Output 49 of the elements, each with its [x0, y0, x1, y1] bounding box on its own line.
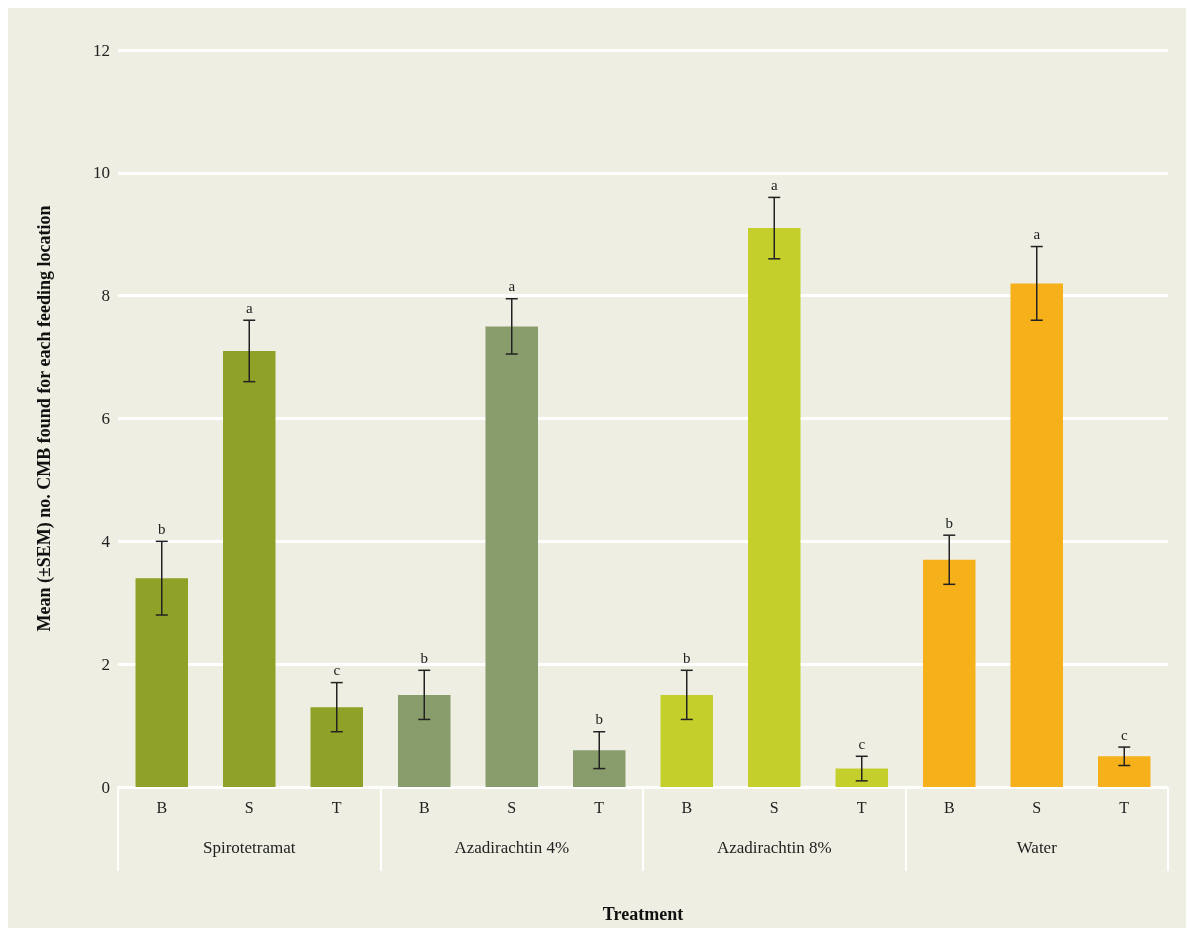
y-tick-label: 0 [101, 777, 110, 797]
text: Water [1016, 838, 1058, 857]
x-tick-label: B [418, 798, 430, 816]
bar [398, 694, 451, 787]
x-tick-label: S [507, 798, 517, 816]
text: Azadirachtin 8% [716, 838, 832, 857]
x-tick-label: S [244, 798, 254, 816]
bar [135, 578, 188, 787]
bar [660, 694, 713, 787]
data-label: c [1120, 726, 1128, 743]
bar [1098, 756, 1151, 787]
data-label: a [245, 299, 253, 316]
bar [748, 228, 801, 787]
x-tick-label: S [769, 798, 779, 816]
y-tick-label: 6 [101, 409, 110, 428]
y-tick-label: 4 [101, 531, 111, 551]
data-label: c [858, 735, 866, 752]
x-tick-label: S [1032, 798, 1042, 816]
y-tick-label: 12 [93, 40, 110, 60]
x-tick-label: T [1119, 798, 1130, 816]
data-label: b [595, 711, 603, 728]
data-label: b [683, 649, 691, 666]
x-tick-label: B [156, 798, 168, 816]
bar [573, 750, 626, 787]
x-tick-label: B [681, 798, 693, 816]
bar [310, 707, 363, 787]
x-tick-label: T [331, 798, 342, 816]
text: Azadirachtin 4% [454, 838, 570, 857]
x-tick-label: B [943, 798, 955, 816]
data-label: b [420, 649, 428, 666]
bar [223, 350, 276, 787]
data-label: a [770, 176, 778, 193]
y-tick-label: 2 [101, 654, 110, 674]
x-tick-label: T [856, 798, 867, 816]
data-label: a [1033, 226, 1041, 243]
y-axis-title: Mean (±SEM) no. CMB found for each feeding location [34, 205, 55, 632]
bar [485, 326, 538, 787]
data-label: b [945, 514, 953, 531]
data-label: a [508, 278, 516, 295]
x-axis-title: Treatment [602, 904, 684, 924]
bar [1010, 283, 1063, 787]
x-tick-label: T [594, 798, 605, 816]
data-label: b [158, 520, 166, 537]
bar [923, 559, 976, 787]
y-tick-label: 8 [101, 286, 110, 306]
data-label: c [333, 662, 341, 679]
y-tick-label: 10 [93, 163, 110, 183]
text: Spirotetramat [202, 838, 296, 857]
bar [835, 768, 888, 787]
